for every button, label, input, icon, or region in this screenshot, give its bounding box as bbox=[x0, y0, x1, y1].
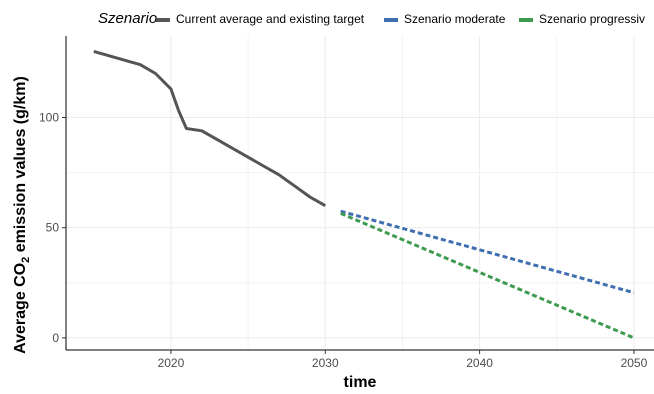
legend-key-moderate bbox=[384, 18, 398, 22]
axes bbox=[62, 36, 654, 354]
legend-key-current bbox=[156, 18, 170, 22]
series-line-current bbox=[93, 49, 327, 208]
series-line-moderate bbox=[340, 209, 635, 295]
legend-key-progressiv bbox=[519, 18, 533, 22]
y-tick-label-50: 50 bbox=[46, 221, 60, 235]
gridlines bbox=[66, 36, 654, 350]
x-axis-label: time bbox=[343, 374, 377, 391]
y-axis-label-prefix: Average CO bbox=[12, 262, 29, 354]
tick-labels: 0 50 100 2020 2030 2040 2050 bbox=[39, 111, 648, 370]
legend-title: Szenario bbox=[98, 10, 158, 27]
x-tick-label-2050: 2050 bbox=[621, 356, 648, 370]
series-group bbox=[93, 49, 635, 340]
x-tick-label-2040: 2040 bbox=[466, 356, 493, 370]
legend: Szenario Current average and existing ta… bbox=[0, 8, 654, 32]
legend-label-progressiv: Szenario progressiv bbox=[539, 12, 646, 26]
y-tick-label-100: 100 bbox=[39, 111, 59, 125]
series-line-progressiv bbox=[340, 212, 635, 340]
y-axis-label: Average CO2 emission values (g/km) bbox=[8, 70, 34, 360]
y-axis-label-subscript: 2 bbox=[20, 256, 33, 263]
x-tick-label-2030: 2030 bbox=[312, 356, 339, 370]
y-axis-label-suffix: emission values (g/km) bbox=[12, 76, 29, 257]
legend-label-moderate: Szenario moderate bbox=[404, 12, 506, 26]
legend-label-current: Current average and existing target bbox=[176, 12, 365, 26]
y-tick-label-0: 0 bbox=[52, 331, 59, 345]
x-tick-label-2020: 2020 bbox=[158, 356, 185, 370]
